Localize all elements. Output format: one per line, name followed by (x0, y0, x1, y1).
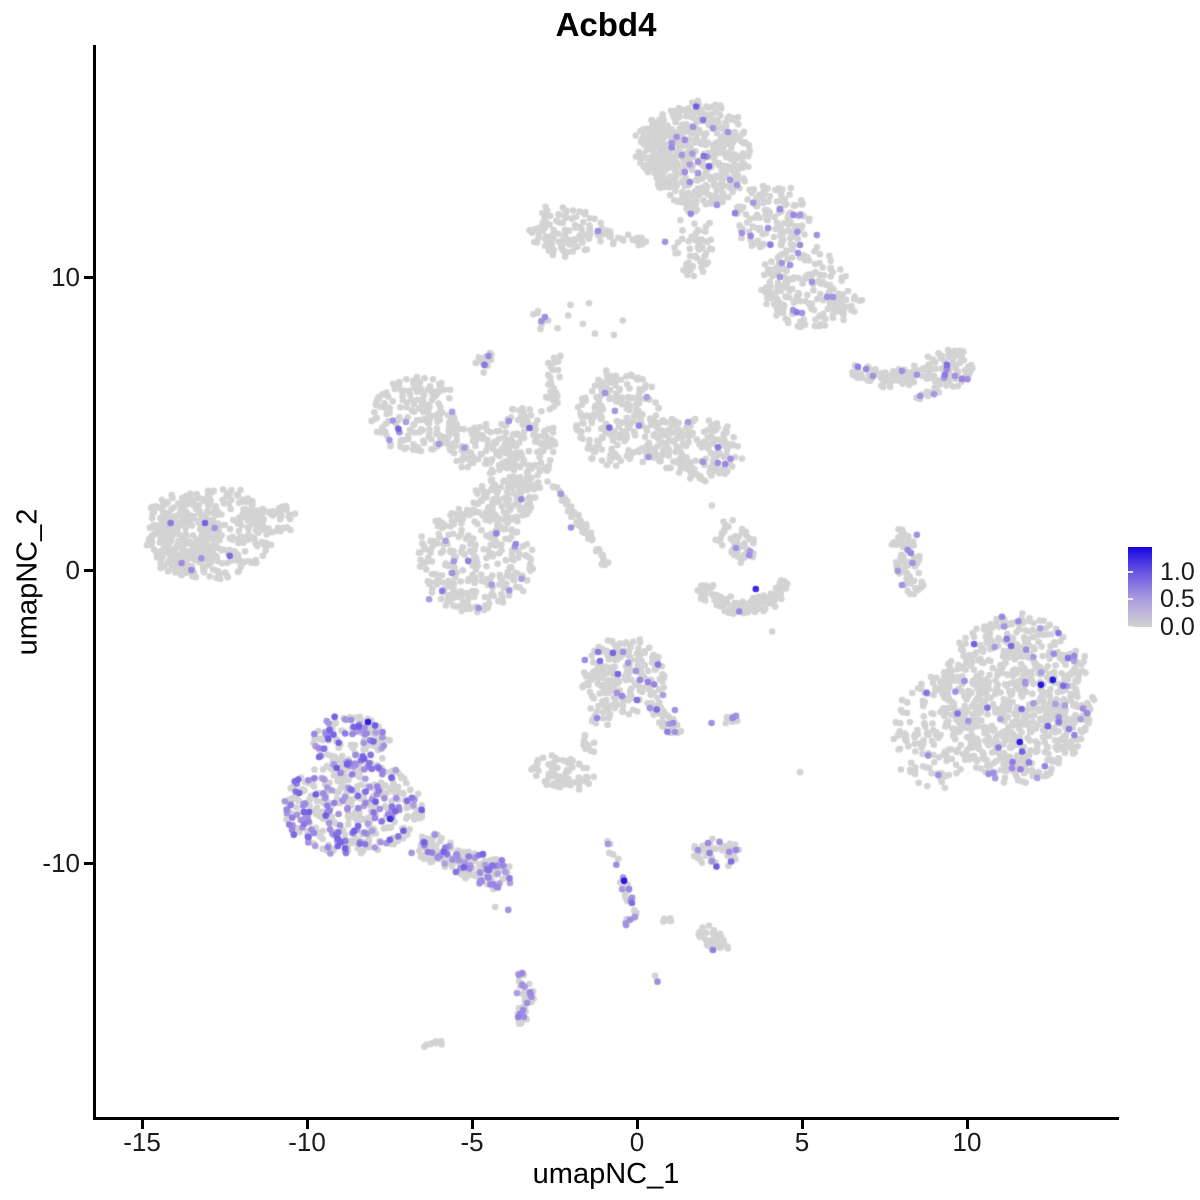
legend-tick-label: 0.5 (1160, 585, 1195, 614)
x-tick-mark (965, 1120, 969, 1129)
x-tick-mark (470, 1120, 474, 1129)
y-axis-title: umapNC_2 (11, 508, 44, 656)
legend-colorbar (1128, 547, 1152, 627)
y-tick-mark (84, 861, 93, 865)
x-tick-label: -5 (460, 1127, 484, 1157)
x-tick-mark (140, 1120, 144, 1129)
legend-tick-label: 0.0 (1160, 613, 1195, 641)
x-tick-label: 5 (794, 1127, 810, 1157)
x-axis-title: umapNC_1 (532, 1158, 680, 1190)
y-tick-label: 0 (65, 555, 80, 585)
x-tick-mark (635, 1120, 639, 1129)
y-tick-label: -10 (42, 848, 80, 878)
legend-tick-notch (1128, 598, 1133, 601)
y-tick-mark (84, 275, 93, 279)
x-tick-label: 0 (629, 1127, 645, 1157)
legend-tick-label: 1.0 (1160, 557, 1195, 586)
x-tick-label: 10 (952, 1127, 982, 1157)
y-tick-mark (84, 568, 93, 572)
x-tick-mark (305, 1120, 309, 1129)
chart-title: Acbd4 (555, 6, 657, 43)
x-axis-line (93, 1117, 1119, 1120)
x-tick-mark (800, 1120, 804, 1129)
legend-tick-notch (1128, 626, 1133, 628)
legend-tick-notch (1128, 570, 1133, 573)
y-axis-line (93, 45, 96, 1120)
x-tick-label: -15 (123, 1127, 161, 1157)
x-tick-label: -10 (288, 1127, 326, 1157)
y-tick-label: 10 (51, 262, 80, 292)
